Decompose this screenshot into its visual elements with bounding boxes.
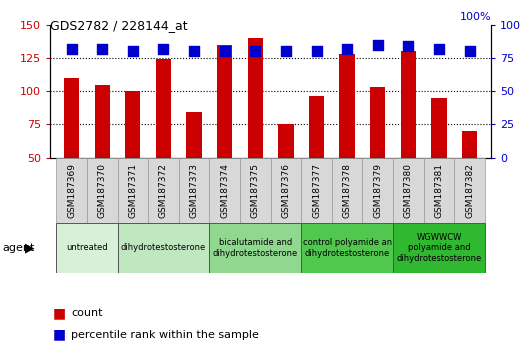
Bar: [370, 87, 385, 224]
Text: untreated: untreated: [66, 243, 108, 252]
Bar: [278, 124, 294, 224]
Point: [221, 48, 229, 54]
Bar: [95, 85, 110, 224]
Bar: [309, 96, 324, 224]
Bar: [454, 158, 485, 223]
Point: [159, 46, 168, 51]
Point: [373, 42, 382, 47]
Text: GSM187369: GSM187369: [67, 163, 76, 218]
Point: [312, 48, 320, 54]
Text: GSM187376: GSM187376: [281, 163, 290, 218]
Bar: [56, 223, 118, 273]
Text: percentile rank within the sample: percentile rank within the sample: [71, 330, 259, 339]
Bar: [393, 158, 423, 223]
Text: GSM187381: GSM187381: [435, 163, 444, 218]
Bar: [462, 131, 477, 224]
Point: [281, 48, 290, 54]
Text: ■: ■: [53, 306, 66, 320]
Text: ▶: ▶: [25, 241, 35, 254]
Point: [129, 48, 137, 54]
Bar: [431, 98, 447, 224]
Point: [98, 46, 107, 51]
Bar: [240, 158, 270, 223]
Text: GSM187374: GSM187374: [220, 163, 229, 218]
Bar: [248, 38, 263, 224]
Bar: [64, 78, 79, 224]
Bar: [56, 158, 87, 223]
Point: [251, 48, 260, 54]
Point: [404, 43, 412, 49]
Point: [68, 46, 76, 51]
Bar: [87, 158, 118, 223]
Text: bicalutamide and
dihydrotestosterone: bicalutamide and dihydrotestosterone: [213, 238, 298, 257]
Text: dihydrotestosterone: dihydrotestosterone: [121, 243, 206, 252]
Bar: [271, 158, 301, 223]
Bar: [118, 158, 148, 223]
Bar: [423, 158, 454, 223]
Text: GSM187379: GSM187379: [373, 163, 382, 218]
Text: agent: agent: [3, 243, 35, 253]
Bar: [332, 158, 362, 223]
Text: GSM187375: GSM187375: [251, 163, 260, 218]
Bar: [340, 54, 355, 224]
Text: GSM187382: GSM187382: [465, 163, 474, 218]
Bar: [125, 91, 140, 224]
Bar: [210, 223, 301, 273]
Bar: [179, 158, 210, 223]
Text: GSM187372: GSM187372: [159, 163, 168, 218]
Bar: [362, 158, 393, 223]
Text: GSM187373: GSM187373: [190, 163, 199, 218]
Text: GSM187377: GSM187377: [312, 163, 321, 218]
Bar: [401, 51, 416, 224]
Bar: [393, 223, 485, 273]
Point: [465, 48, 474, 54]
Text: ■: ■: [53, 327, 66, 342]
Bar: [210, 158, 240, 223]
Text: 100%: 100%: [459, 12, 491, 22]
Bar: [148, 158, 179, 223]
Bar: [301, 158, 332, 223]
Text: control polyamide an
dihydrotestosterone: control polyamide an dihydrotestosterone: [303, 238, 392, 257]
Bar: [217, 45, 232, 224]
Bar: [186, 113, 202, 224]
Bar: [118, 223, 210, 273]
Bar: [301, 223, 393, 273]
Point: [435, 46, 443, 51]
Text: GSM187370: GSM187370: [98, 163, 107, 218]
Point: [343, 46, 351, 51]
Point: [190, 48, 199, 54]
Text: GSM187378: GSM187378: [343, 163, 352, 218]
Bar: [156, 59, 171, 224]
Text: count: count: [71, 308, 103, 318]
Text: WGWWCW
polyamide and
dihydrotestosterone: WGWWCW polyamide and dihydrotestosterone: [397, 233, 482, 263]
Text: GSM187371: GSM187371: [128, 163, 137, 218]
Text: GDS2782 / 228144_at: GDS2782 / 228144_at: [50, 19, 188, 33]
Text: GSM187380: GSM187380: [404, 163, 413, 218]
